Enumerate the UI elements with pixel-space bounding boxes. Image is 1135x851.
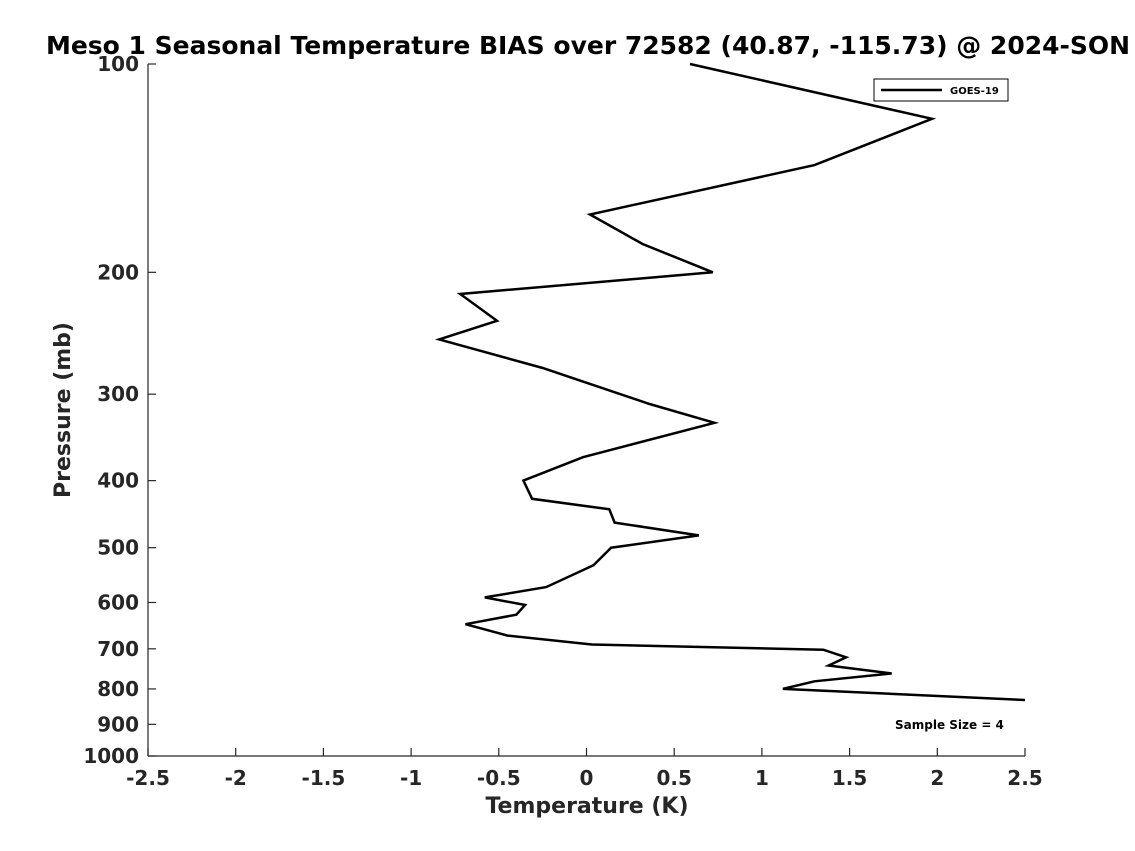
plot-area	[147, 64, 1025, 757]
y-tick-label: 800	[97, 677, 139, 701]
y-axis-label: Pressure (mb)	[51, 322, 76, 498]
x-tick-label: 2	[930, 766, 944, 790]
x-tick-label: -1	[400, 766, 422, 790]
chart-title: Meso 1 Seasonal Temperature BIAS over 72…	[46, 31, 1130, 60]
x-tick-label: -2	[225, 766, 247, 790]
legend: GOES-19	[873, 78, 1009, 102]
x-tick-label: -2.5	[126, 766, 170, 790]
x-tick-label: 0.5	[656, 766, 691, 790]
y-tick-label: 400	[97, 469, 139, 493]
x-tick-label: -1.5	[302, 766, 346, 790]
x-tick-label: 1.5	[832, 766, 867, 790]
x-axis-label: Temperature (K)	[485, 794, 688, 819]
series-line-goes-19	[434, 62, 1026, 702]
x-tick-label: 2.5	[1007, 766, 1042, 790]
y-tick-label: 600	[97, 590, 139, 614]
x-tick-label: 1	[755, 766, 769, 790]
sample-size-annotation: Sample Size = 4	[895, 718, 1004, 732]
plot-frame	[148, 64, 1025, 756]
y-tick-label: 100	[97, 52, 139, 76]
x-ticks: -2.5 -2 -1.5 -1 -0.5 0 0.5 1 1.5 2 2.5	[126, 748, 1043, 790]
y-tick-label: 900	[97, 712, 139, 736]
series-layer	[434, 62, 1026, 702]
y-tick-label: 1000	[83, 744, 139, 768]
x-tick-label: -0.5	[477, 766, 521, 790]
y-tick-label: 700	[97, 637, 139, 661]
y-tick-label: 500	[97, 536, 139, 560]
x-tick-label: 0	[580, 766, 594, 790]
y-tick-label: 200	[97, 260, 139, 284]
y-ticks: 100 200 300 400 500 600 700 800 900 1000	[83, 52, 156, 768]
legend-label-goes-19: GOES-19	[950, 86, 999, 97]
y-tick-label: 300	[97, 382, 139, 406]
